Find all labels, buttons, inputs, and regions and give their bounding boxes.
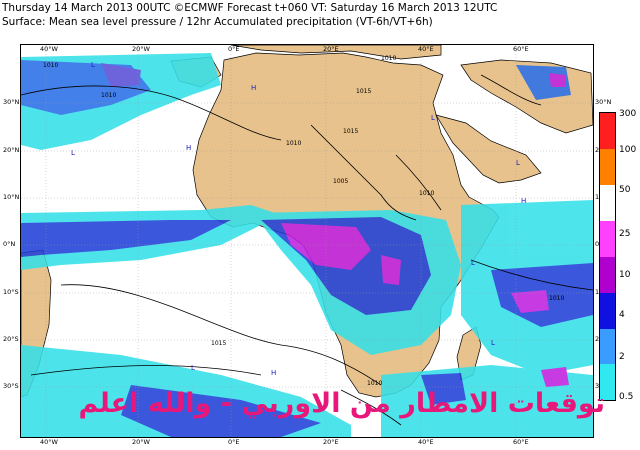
southern-ocean-core bbox=[421, 373, 466, 405]
pressure-center: L bbox=[471, 259, 475, 267]
legend-swatch bbox=[600, 149, 615, 185]
isobar-line bbox=[310, 124, 417, 221]
lon-tick-top: 60°E bbox=[513, 45, 529, 53]
east-africa-rain bbox=[381, 255, 401, 285]
lon-tick-bottom: 40°W bbox=[40, 438, 58, 446]
lon-tick-bottom: 20°W bbox=[132, 438, 150, 446]
lon-tick-top: 0°E bbox=[228, 45, 240, 53]
legend-swatch bbox=[600, 185, 615, 221]
forecast-title: Thursday 14 March 2013 00UTC ©ECMWF Fore… bbox=[2, 2, 498, 14]
isobar-line bbox=[395, 154, 442, 211]
lon-tick-top: 40°E bbox=[418, 45, 434, 53]
precip-cell-northwest bbox=[101, 63, 141, 87]
lon-tick-bottom: 0°E bbox=[228, 438, 240, 446]
isobar-line bbox=[340, 389, 402, 426]
lon-tick-bottom: 60°E bbox=[513, 438, 529, 446]
precipitation-layer bbox=[21, 53, 593, 437]
legend-label: 25 bbox=[619, 229, 631, 239]
legend-label: 2 bbox=[619, 352, 625, 362]
pressure-center: H bbox=[521, 197, 526, 205]
southern-ocean-intense bbox=[541, 367, 569, 387]
graticule bbox=[21, 45, 593, 437]
pressure-center: H bbox=[186, 144, 191, 152]
lat-tick-left: 30°N bbox=[3, 98, 20, 106]
europe-edge bbox=[230, 45, 442, 60]
itcz-core bbox=[21, 220, 231, 257]
lat-tick-left: 20°S bbox=[3, 335, 19, 343]
weather-map-canvas: 1010 1015 1010 1005 1010 1010 1010 1015 … bbox=[21, 45, 593, 437]
lat-tick-right: 30°N bbox=[595, 98, 612, 106]
persian-gulf-rain bbox=[516, 65, 571, 100]
legend-swatch bbox=[600, 113, 615, 149]
pressure-center: L bbox=[71, 149, 75, 157]
isobar-label: 1015 bbox=[343, 128, 358, 135]
south-atlantic-core bbox=[121, 385, 321, 437]
isobar-line bbox=[470, 259, 593, 291]
isobar-label: 1005 bbox=[333, 178, 348, 185]
isobar-label: 1015 bbox=[211, 340, 226, 347]
legend-swatch bbox=[600, 329, 615, 364]
forecast-subtitle: Surface: Mean sea level pressure / 12hr … bbox=[2, 16, 433, 28]
isobar-label: 1010 bbox=[549, 295, 564, 302]
isobars bbox=[21, 74, 593, 426]
precipitation-legend bbox=[599, 112, 616, 401]
pressure-centers: L H H L L L H L L H L bbox=[71, 61, 526, 377]
lon-tick-top: 40°W bbox=[40, 45, 58, 53]
pressure-center: L bbox=[191, 364, 195, 372]
legend-label: 0.5 bbox=[619, 392, 634, 402]
isobar-line bbox=[30, 365, 262, 376]
pressure-center: L bbox=[516, 159, 520, 167]
isobar-label: 1010 bbox=[43, 62, 58, 69]
isobar-labels: 1010 1015 1010 1005 1010 1010 1010 1015 … bbox=[43, 55, 564, 387]
lat-tick-left: 10°S bbox=[3, 288, 19, 296]
lat-tick-left: 0°N bbox=[3, 240, 16, 248]
weather-map: 1010 1015 1010 1005 1010 1010 1010 1015 … bbox=[20, 44, 594, 438]
persian-gulf-intense bbox=[549, 73, 566, 87]
indian-ocean-intense bbox=[511, 290, 549, 313]
legend-label: 300 bbox=[619, 109, 637, 119]
lon-tick-bottom: 40°E bbox=[418, 438, 434, 446]
lon-tick-bottom: 20°E bbox=[323, 438, 339, 446]
pressure-center: L bbox=[91, 61, 95, 69]
isobar-label: 1010 bbox=[381, 55, 396, 62]
pressure-center: L bbox=[431, 114, 435, 122]
pressure-center: H bbox=[251, 84, 256, 92]
isobar-line bbox=[21, 85, 282, 141]
isobar-line bbox=[60, 284, 382, 386]
legend-swatch bbox=[600, 293, 615, 329]
legend-label: 4 bbox=[619, 310, 625, 320]
lat-tick-left: 20°N bbox=[3, 146, 20, 154]
isobar-line bbox=[480, 74, 542, 106]
pressure-center: L bbox=[491, 339, 495, 347]
legend-swatch bbox=[600, 364, 615, 400]
isobar-label: 1010 bbox=[286, 140, 301, 147]
lat-tick-left: 10°N bbox=[3, 193, 20, 201]
lon-tick-top: 20°E bbox=[323, 45, 339, 53]
arabic-caption: توقعات الامطار من الاوربي - والله اعلم bbox=[78, 388, 605, 419]
isobar-label: 1010 bbox=[101, 92, 116, 99]
isobar-label: 1010 bbox=[367, 380, 382, 387]
isobar-label: 1010 bbox=[419, 190, 434, 197]
legend-swatch bbox=[600, 221, 615, 257]
legend-swatch bbox=[600, 257, 615, 293]
legend-label: 50 bbox=[619, 185, 631, 195]
legend-label: 100 bbox=[619, 145, 637, 155]
lat-tick-left: 30°S bbox=[3, 382, 19, 390]
pressure-center: H bbox=[271, 369, 276, 377]
arabian-peninsula bbox=[435, 114, 542, 184]
legend-label: 10 bbox=[619, 270, 631, 280]
isobar-label: 1015 bbox=[356, 88, 371, 95]
lon-tick-top: 20°W bbox=[132, 45, 150, 53]
